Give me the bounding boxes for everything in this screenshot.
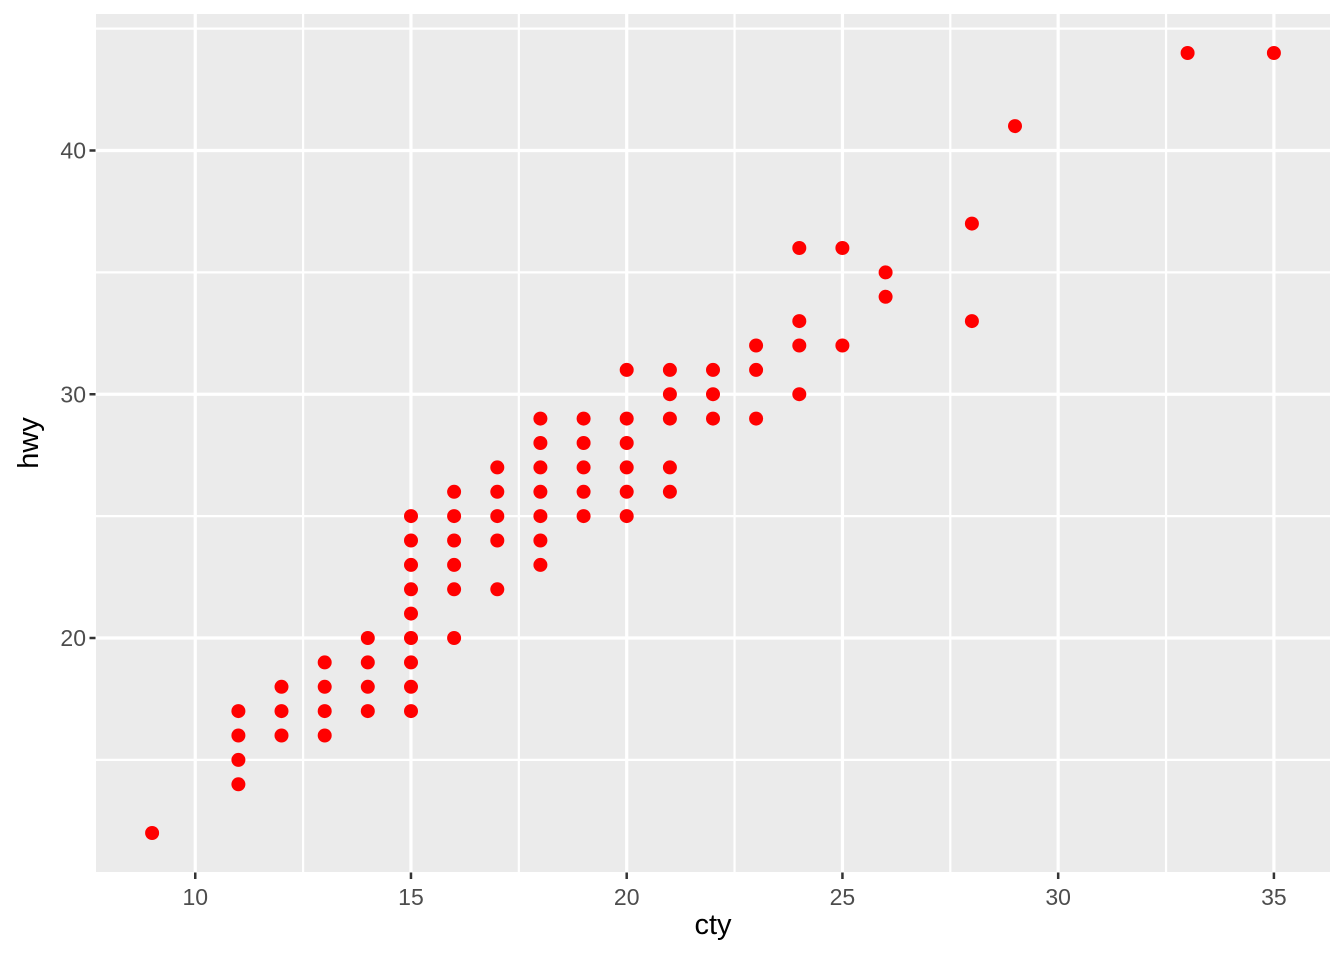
data-point <box>749 411 764 426</box>
data-point <box>662 411 677 426</box>
data-point <box>317 655 332 670</box>
data-point <box>964 216 979 231</box>
data-point <box>792 241 807 255</box>
data-point <box>317 728 332 743</box>
data-point <box>490 582 505 597</box>
axis-tick-labels: 10 15 20 25 30 35 20 30 40 <box>60 138 1286 911</box>
y-axis-tick-label: 40 <box>60 138 86 164</box>
data-point <box>533 460 548 475</box>
data-point <box>231 777 246 792</box>
x-axis-title: cty <box>694 909 732 941</box>
data-point <box>706 387 720 402</box>
data-point <box>533 557 548 572</box>
x-axis-tick-label: 20 <box>614 884 640 910</box>
data-point <box>706 362 720 377</box>
x-axis-tick-label: 10 <box>182 884 208 910</box>
minor-gridlines <box>96 14 1330 872</box>
data-point <box>404 655 418 670</box>
data-points <box>145 46 1281 840</box>
data-point <box>404 582 418 597</box>
data-point <box>145 826 160 840</box>
data-point <box>274 679 289 694</box>
data-point <box>447 557 462 572</box>
data-point <box>619 411 634 426</box>
data-point <box>404 557 418 572</box>
data-point <box>231 752 246 767</box>
data-point <box>576 411 591 426</box>
x-axis-tick-label: 35 <box>1261 884 1287 910</box>
data-point <box>404 509 418 524</box>
data-point <box>619 509 634 524</box>
data-point <box>533 411 548 426</box>
data-point <box>360 631 375 645</box>
y-axis-title: hwy <box>13 417 45 469</box>
data-point <box>792 314 807 329</box>
data-point <box>1008 119 1022 134</box>
y-axis-tick-label: 20 <box>60 625 86 651</box>
data-point <box>404 631 418 645</box>
data-point <box>447 484 462 499</box>
data-point <box>662 387 677 402</box>
data-point <box>447 631 462 645</box>
data-point <box>749 362 764 377</box>
data-point <box>360 704 375 719</box>
data-point <box>706 411 720 426</box>
y-axis-tick-label: 30 <box>60 381 86 407</box>
data-point <box>619 362 634 377</box>
data-point <box>835 338 850 353</box>
data-point <box>576 460 591 475</box>
data-point <box>447 582 462 597</box>
data-point <box>835 241 850 255</box>
data-point <box>360 679 375 694</box>
data-point <box>749 338 764 353</box>
data-point <box>1180 46 1195 60</box>
data-point <box>662 362 677 377</box>
data-point <box>878 265 893 280</box>
data-point <box>231 704 246 719</box>
data-point <box>792 338 807 353</box>
data-point <box>404 679 418 694</box>
x-axis-tick-label: 25 <box>830 884 856 910</box>
data-point <box>317 679 332 694</box>
data-point <box>792 387 807 402</box>
x-axis-tick-label: 15 <box>398 884 424 910</box>
data-point <box>619 484 634 499</box>
data-point <box>576 436 591 450</box>
data-point <box>404 704 418 719</box>
data-point <box>447 533 462 548</box>
data-point <box>490 509 505 524</box>
data-point <box>576 484 591 499</box>
data-point <box>274 704 289 719</box>
data-point <box>274 728 289 743</box>
data-point <box>1266 46 1281 60</box>
data-point <box>533 436 548 450</box>
data-point <box>404 606 418 621</box>
data-point <box>490 460 505 475</box>
data-point <box>619 436 634 450</box>
data-point <box>533 484 548 499</box>
data-point <box>576 509 591 524</box>
panel-background <box>96 14 1330 872</box>
data-point <box>404 533 418 548</box>
data-point <box>619 460 634 475</box>
data-point <box>533 533 548 548</box>
data-point <box>662 460 677 475</box>
plot-panel <box>96 14 1330 872</box>
data-point <box>317 704 332 719</box>
data-point <box>490 533 505 548</box>
data-point <box>662 484 677 499</box>
data-point <box>964 314 979 329</box>
data-point <box>360 655 375 670</box>
data-point <box>447 509 462 524</box>
axis-ticks <box>89 149 1276 879</box>
data-point <box>878 289 893 304</box>
data-point <box>490 484 505 499</box>
data-point <box>231 728 246 743</box>
data-point <box>533 509 548 524</box>
x-axis-tick-label: 30 <box>1045 884 1071 910</box>
